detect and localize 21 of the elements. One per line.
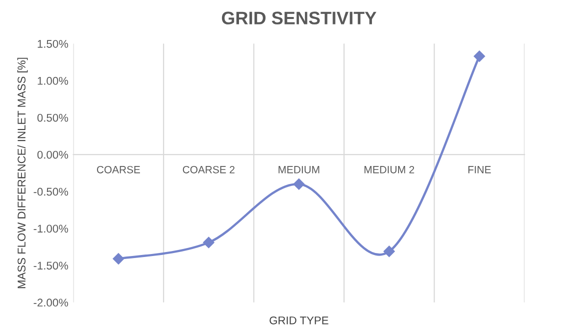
y-tick-label: -0.50% — [34, 188, 68, 196]
point — [203, 236, 214, 248]
y-tick-label: 1.50% — [38, 40, 68, 48]
point — [474, 50, 486, 62]
point — [293, 178, 305, 190]
y-tick-label: 0.50% — [37, 114, 68, 122]
chart-title: GRID SENSTIVITY — [222, 12, 376, 24]
y-axis-title: MASS FLOW DIFFERENCE/ INLET MASS [%] — [17, 58, 28, 288]
y-tick-label: -2.00% — [34, 298, 68, 307]
x-axis-title: GRID TYPE — [270, 316, 328, 324]
x-tick-label: MEDIUM 2 — [364, 166, 414, 174]
y-tick-label: -1.50% — [34, 262, 68, 270]
y-tick-label: 1.00% — [38, 76, 68, 85]
y-tick-label: -1.00% — [34, 224, 68, 233]
x-tick-label: COARSE 2 — [182, 166, 234, 174]
y-tick-label: 0.00% — [37, 150, 68, 159]
x-tick-label: MEDIUM — [278, 166, 320, 174]
point — [384, 246, 395, 257]
point — [112, 253, 124, 264]
x-tick-label: FINE — [468, 166, 491, 174]
x-tick-label: COARSE — [96, 166, 140, 174]
